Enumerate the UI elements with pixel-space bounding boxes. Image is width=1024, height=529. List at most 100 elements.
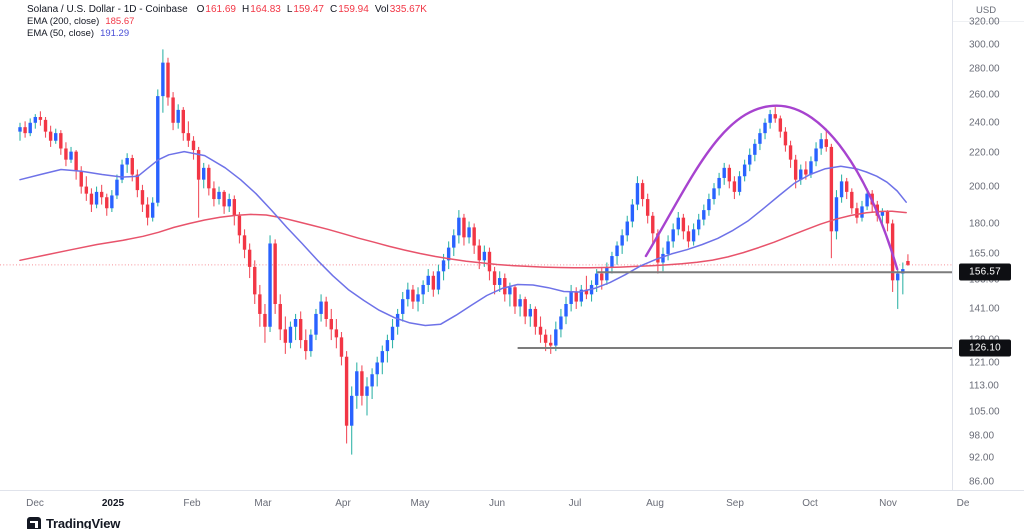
candle[interactable] bbox=[329, 308, 333, 341]
candle[interactable] bbox=[54, 128, 58, 144]
candle[interactable] bbox=[69, 146, 73, 163]
candle[interactable] bbox=[64, 142, 68, 167]
candle[interactable] bbox=[38, 111, 43, 126]
candle[interactable] bbox=[605, 262, 609, 285]
candle[interactable] bbox=[171, 92, 175, 131]
candle[interactable] bbox=[436, 264, 441, 295]
candle[interactable] bbox=[446, 241, 451, 270]
candle[interactable] bbox=[135, 169, 140, 198]
candle[interactable] bbox=[472, 223, 476, 254]
candle[interactable] bbox=[467, 221, 471, 244]
candle[interactable] bbox=[630, 199, 635, 228]
candle[interactable] bbox=[589, 280, 594, 302]
candle[interactable] bbox=[635, 176, 640, 211]
candle[interactable] bbox=[839, 174, 844, 203]
candle[interactable] bbox=[906, 254, 910, 266]
candle[interactable] bbox=[33, 114, 38, 129]
candle[interactable] bbox=[273, 239, 277, 314]
price-axis[interactable]: USD 320.00 300.00 280.00 260.00 240.00 220.00… bbox=[952, 0, 1024, 490]
indicator-ema50-row[interactable]: EMA (50, close) 191.29 bbox=[27, 28, 433, 39]
candle[interactable] bbox=[523, 296, 527, 325]
candle[interactable] bbox=[554, 321, 558, 352]
candle[interactable] bbox=[574, 287, 578, 309]
candle[interactable] bbox=[150, 197, 155, 222]
candle[interactable] bbox=[742, 159, 747, 182]
candle[interactable] bbox=[421, 280, 425, 305]
candle[interactable] bbox=[564, 296, 568, 325]
candle[interactable] bbox=[783, 127, 788, 152]
candle[interactable] bbox=[814, 142, 818, 167]
candle[interactable] bbox=[390, 319, 395, 349]
candle[interactable] bbox=[380, 345, 385, 375]
candle[interactable] bbox=[370, 368, 374, 400]
candle[interactable] bbox=[620, 229, 624, 254]
candle[interactable] bbox=[416, 287, 420, 312]
candle[interactable] bbox=[401, 291, 405, 322]
candle[interactable] bbox=[896, 269, 900, 309]
candle[interactable] bbox=[829, 143, 834, 259]
candle[interactable] bbox=[28, 118, 32, 137]
candle[interactable] bbox=[319, 294, 323, 322]
candle[interactable] bbox=[258, 284, 262, 327]
candle[interactable] bbox=[263, 304, 267, 343]
candle[interactable] bbox=[176, 104, 180, 129]
candle[interactable] bbox=[661, 247, 665, 272]
candle[interactable] bbox=[518, 294, 522, 317]
candle[interactable] bbox=[457, 210, 461, 244]
candle[interactable] bbox=[513, 284, 517, 314]
candle[interactable] bbox=[696, 213, 701, 236]
symbol-title[interactable]: Solana / U.S. Dollar - 1D - Coinbase bbox=[27, 4, 188, 15]
candle[interactable] bbox=[227, 193, 231, 212]
candle[interactable] bbox=[125, 153, 129, 173]
candle[interactable] bbox=[763, 118, 767, 140]
candle[interactable] bbox=[686, 225, 691, 248]
candle[interactable] bbox=[196, 146, 201, 218]
candle[interactable] bbox=[671, 223, 675, 248]
candle[interactable] bbox=[304, 329, 308, 360]
candle[interactable] bbox=[288, 321, 293, 349]
candle[interactable] bbox=[411, 284, 415, 309]
candle[interactable] bbox=[207, 164, 211, 196]
candle[interactable] bbox=[431, 271, 436, 297]
candle[interactable] bbox=[74, 150, 78, 180]
candle[interactable] bbox=[753, 139, 757, 162]
candle[interactable] bbox=[110, 190, 114, 212]
candle[interactable] bbox=[610, 251, 614, 274]
candle[interactable] bbox=[426, 269, 430, 292]
candle[interactable] bbox=[824, 128, 828, 152]
candle[interactable] bbox=[834, 190, 839, 240]
candle[interactable] bbox=[651, 211, 655, 244]
candle[interactable] bbox=[18, 122, 22, 141]
candle[interactable] bbox=[462, 213, 466, 246]
candle[interactable] bbox=[140, 184, 145, 212]
candle[interactable] bbox=[885, 210, 890, 232]
candle[interactable] bbox=[202, 162, 206, 189]
candle[interactable] bbox=[584, 275, 589, 300]
candle[interactable] bbox=[360, 365, 364, 406]
candle[interactable] bbox=[344, 351, 349, 444]
candle[interactable] bbox=[334, 319, 339, 349]
candle[interactable] bbox=[242, 229, 247, 259]
candle[interactable] bbox=[645, 193, 650, 224]
candle[interactable] bbox=[79, 166, 83, 194]
candle[interactable] bbox=[186, 121, 191, 147]
candle[interactable] bbox=[533, 306, 538, 335]
candle[interactable] bbox=[579, 284, 584, 307]
candle[interactable] bbox=[492, 266, 497, 295]
candle[interactable] bbox=[99, 184, 104, 205]
candle[interactable] bbox=[268, 235, 272, 333]
candle[interactable] bbox=[385, 334, 390, 363]
candle[interactable] bbox=[130, 154, 134, 182]
candle[interactable] bbox=[309, 329, 313, 357]
rounded-top-arc[interactable] bbox=[644, 104, 899, 271]
candle[interactable] bbox=[773, 107, 777, 123]
candle[interactable] bbox=[222, 190, 226, 214]
candle[interactable] bbox=[569, 284, 573, 312]
candle[interactable] bbox=[717, 172, 721, 196]
candle[interactable] bbox=[477, 239, 481, 270]
candle[interactable] bbox=[43, 116, 48, 138]
candle[interactable] bbox=[375, 356, 379, 387]
candle[interactable] bbox=[191, 136, 196, 160]
candle[interactable] bbox=[737, 171, 742, 196]
